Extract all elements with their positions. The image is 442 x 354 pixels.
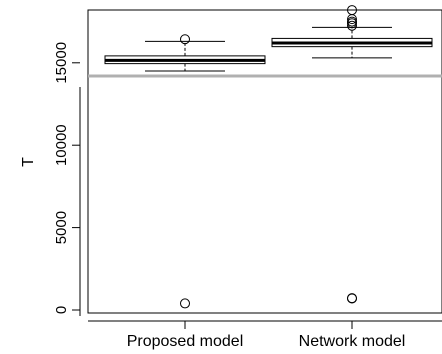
plot-frame — [87, 9, 442, 314]
y-tick-label: 0 — [53, 306, 70, 314]
box-series — [104, 5, 433, 309]
outlier-point — [347, 293, 357, 304]
outlier-point — [347, 5, 357, 16]
x-ticks: Proposed model Network model — [127, 321, 406, 350]
x-tick-label: Network model — [299, 333, 406, 350]
y-ticks: 0 5000 10000 15000 — [53, 42, 80, 314]
outlier-point — [180, 298, 190, 309]
y-tick-label: 10000 — [53, 124, 70, 166]
outlier-point — [180, 34, 190, 45]
outlier-point — [347, 16, 357, 27]
x-tick-label: Proposed model — [127, 333, 244, 350]
box-1 — [104, 34, 266, 309]
y-tick-label: 15000 — [53, 42, 70, 84]
y-axis-label: T — [20, 157, 37, 167]
box-2 — [271, 5, 433, 304]
y-tick-label: 5000 — [53, 211, 70, 244]
outlier-point — [347, 20, 357, 31]
